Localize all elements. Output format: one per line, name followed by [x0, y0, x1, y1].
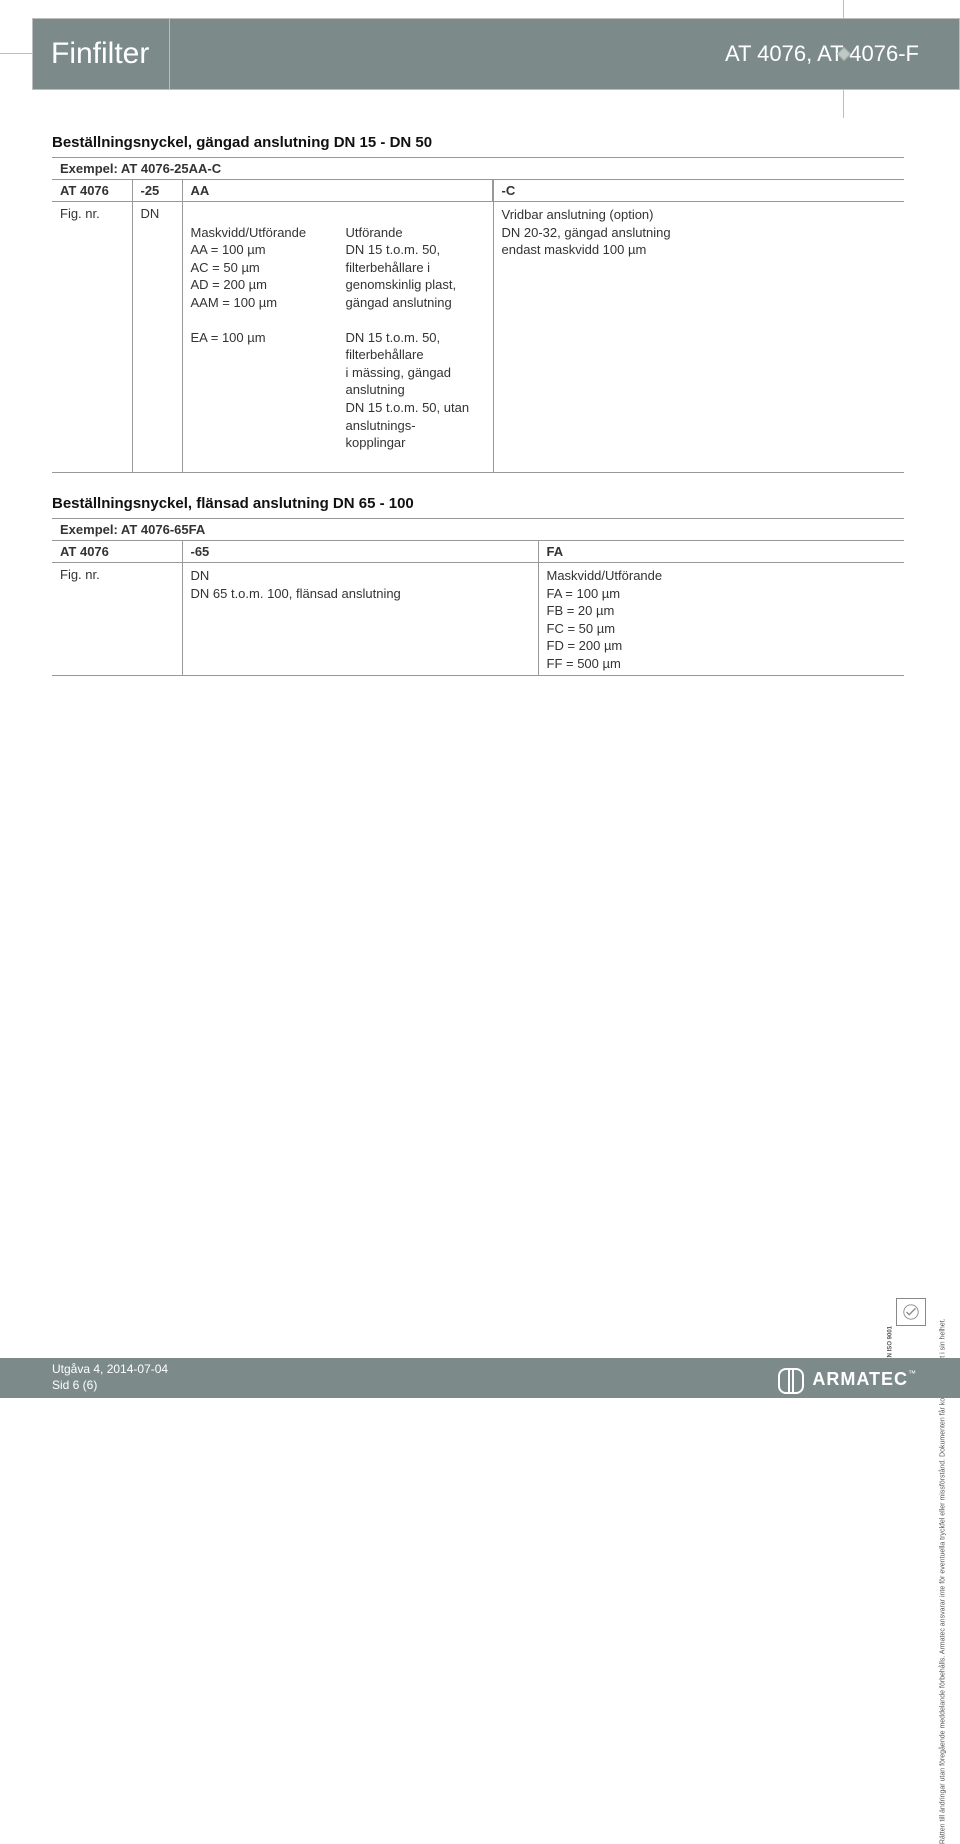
t2-b-c1: Fig. nr. — [52, 563, 182, 676]
footer-edition: Utgåva 4, 2014-07-04 — [52, 1362, 168, 1378]
brand-text: ARMATEC — [812, 1369, 908, 1389]
footer-page: Sid 6 (6) — [52, 1378, 168, 1394]
page-subtitle: AT 4076, AT 4076-F — [725, 41, 919, 67]
t2-h-c3: FA — [538, 541, 904, 563]
iso-mark-icon — [896, 1298, 926, 1326]
header-subtitle-box: AT 4076, AT 4076-F — [169, 18, 960, 90]
t1-b-c3: Maskvidd/Utförande AA = 100 µm AC = 50 µ… — [191, 224, 346, 452]
rule-top — [843, 0, 844, 18]
rule-bottom — [843, 90, 844, 118]
section1-heading: Beställningsnyckel, gängad anslutning DN… — [52, 134, 904, 151]
table-section1: Exempel: AT 4076-25AA-C AT 4076 -25 AA -… — [52, 157, 904, 473]
t1-h-c3: AA — [182, 180, 492, 202]
tm-icon: ™ — [908, 1369, 916, 1378]
footer: Utgåva 4, 2014-07-04 Sid 6 (6) ARMATEC™ — [0, 1358, 960, 1398]
t2-h-c2: -65 — [182, 541, 538, 563]
content: Beställningsnyckel, gängad anslutning DN… — [52, 134, 904, 698]
t1-b-c4: Utförande DN 15 t.o.m. 50, filterbehålla… — [346, 224, 485, 452]
header-title-box: Finfilter — [32, 18, 169, 90]
t1-h-c5: -C — [493, 180, 904, 202]
t1-h-c1: AT 4076 — [52, 180, 132, 202]
brand-icon — [778, 1368, 804, 1390]
header: Finfilter AT 4076, AT 4076-F — [32, 18, 960, 90]
footer-left: Utgåva 4, 2014-07-04 Sid 6 (6) — [52, 1362, 168, 1393]
section2-heading: Beställningsnyckel, flänsad anslutning D… — [52, 495, 904, 512]
t1-b-c2: DN — [132, 202, 182, 473]
t1-b-c5: Vridbar anslutning (option) DN 20-32, gä… — [493, 202, 904, 473]
t2-b-c3: Maskvidd/Utförande FA = 100 µm FB = 20 µ… — [538, 563, 904, 676]
table2-example: Exempel: AT 4076-65FA — [52, 519, 904, 541]
t2-h-c1: AT 4076 — [52, 541, 182, 563]
t1-b-c1: Fig. nr. — [52, 202, 132, 473]
page-title: Finfilter — [51, 37, 149, 71]
footer-logo: ARMATEC™ — [778, 1368, 916, 1390]
rule-left — [0, 53, 32, 54]
table-section2: Exempel: AT 4076-65FA AT 4076 -65 FA Fig… — [52, 518, 904, 676]
t1-h-c2: -25 — [132, 180, 182, 202]
t2-b-c2: DN DN 65 t.o.m. 100, flänsad anslutning — [182, 563, 538, 676]
table1-example: Exempel: AT 4076-25AA-C — [52, 158, 904, 180]
